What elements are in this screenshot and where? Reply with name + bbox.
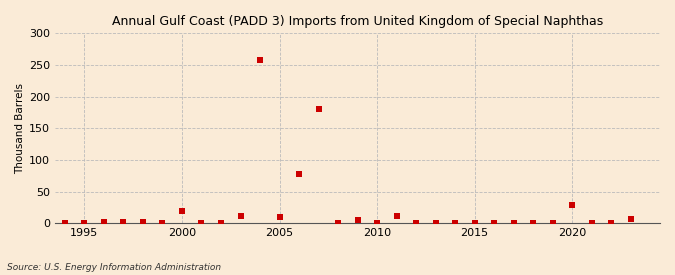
Point [410,221,421,225]
Title: Annual Gulf Coast (PADD 3) Imports from United Kingdom of Special Naphthas: Annual Gulf Coast (PADD 3) Imports from … [112,15,603,28]
Point [99,220,109,224]
Point [489,221,500,225]
Point [430,221,441,225]
Point [606,221,617,225]
Point [177,209,188,213]
Point [313,107,324,111]
Point [157,221,168,225]
Point [138,220,148,224]
Point [469,221,480,225]
Y-axis label: Thousand Barrels: Thousand Barrels [15,83,25,174]
Point [79,220,90,225]
Point [254,58,265,62]
Point [59,221,70,225]
Point [352,218,363,222]
Point [567,203,578,208]
Point [587,221,597,225]
Point [372,221,383,225]
Point [528,221,539,225]
Point [625,217,636,222]
Point [235,214,246,218]
Point [450,221,460,225]
Point [333,221,344,225]
Point [274,215,285,220]
Point [215,221,226,225]
Point [547,221,558,225]
Point [294,172,304,177]
Text: Source: U.S. Energy Information Administration: Source: U.S. Energy Information Administ… [7,263,221,272]
Point [392,213,402,218]
Point [118,220,129,224]
Point [196,221,207,225]
Point [508,221,519,225]
